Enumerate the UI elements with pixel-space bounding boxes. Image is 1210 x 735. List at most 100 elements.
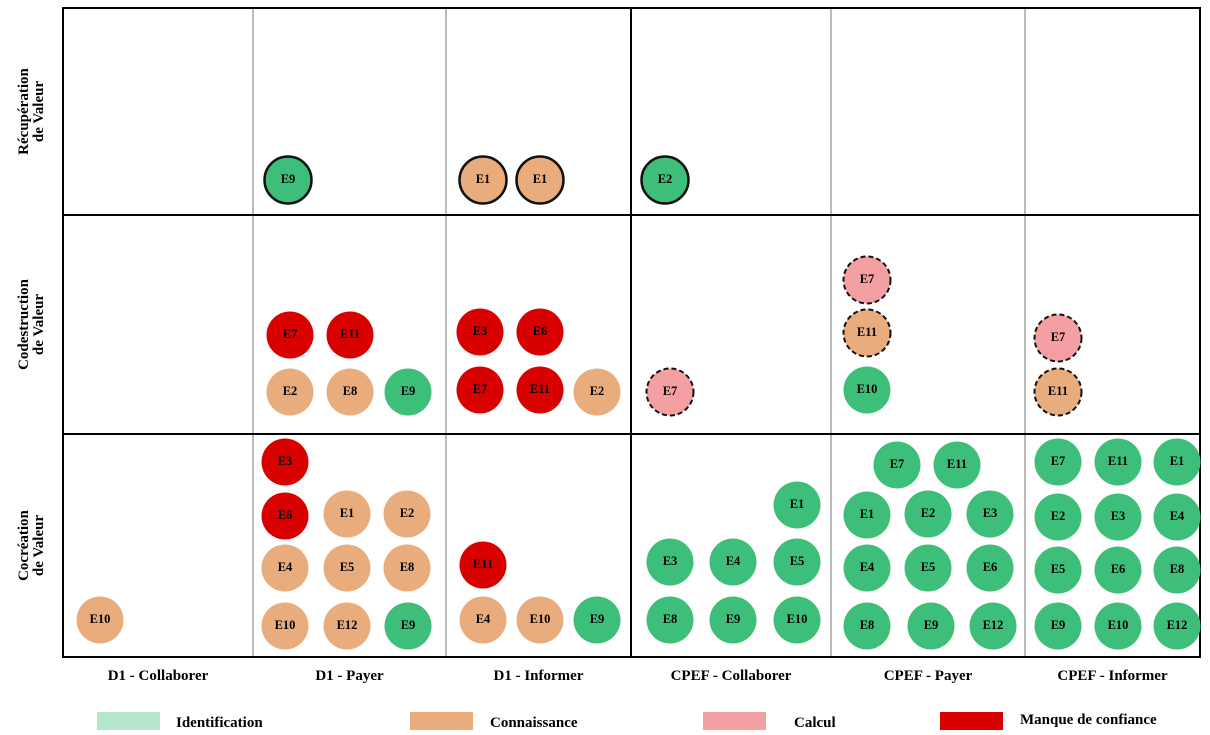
entity-label: E5 [790, 554, 805, 568]
legend-swatch [703, 712, 766, 730]
entity-circle [458, 155, 508, 205]
column-label: CPEF - Collaborer [671, 668, 792, 684]
entity-label: E2 [658, 172, 673, 186]
entity-circle [1094, 602, 1142, 650]
entity-label: E12 [337, 618, 358, 632]
entity-label: E7 [283, 327, 298, 341]
entity-circle [773, 481, 821, 529]
entity-label: E1 [340, 506, 355, 520]
entity-circle [76, 596, 124, 644]
entity-label: E3 [278, 454, 293, 468]
entity-label: E5 [921, 560, 936, 574]
entity-circle [456, 308, 504, 356]
entity-label: E3 [473, 324, 488, 338]
entity-circle [1034, 438, 1082, 486]
entity-circle [261, 544, 309, 592]
entity-label: E9 [590, 612, 605, 626]
entity-circle [456, 366, 504, 414]
entity-circle [969, 602, 1017, 650]
row-label: Récupérationde Valeur [16, 68, 47, 155]
entity-circle [843, 602, 891, 650]
row-label-line: de Valeur [31, 294, 47, 356]
entity-label: E2 [1051, 509, 1066, 523]
entity-circle [384, 368, 432, 416]
entity-circle [573, 596, 621, 644]
entity-circle [383, 544, 431, 592]
entity-circle [843, 491, 891, 539]
entity-label: E10 [275, 618, 296, 632]
legend: Identification Connaissance Calcul Manqu… [97, 712, 1157, 731]
entity-circle [1153, 438, 1201, 486]
legend-label: Identification [176, 715, 263, 731]
row-label-line: de Valeur [31, 81, 47, 143]
row-label-line: Cocréation [16, 509, 32, 580]
entity-circle [842, 255, 892, 305]
entity-circle [1034, 546, 1082, 594]
entity-label: E2 [283, 384, 298, 398]
entity-circle [1034, 493, 1082, 541]
entity-circle [843, 366, 891, 414]
entity-label: E4 [278, 560, 293, 574]
entity-label: E4 [726, 554, 741, 568]
legend-label: Connaissance [490, 715, 578, 731]
entity-label: E12 [983, 618, 1004, 632]
row-label: Cocréationde Valeur [16, 509, 47, 580]
entity-circle [966, 544, 1014, 592]
entity-label: E8 [400, 560, 415, 574]
column-label: CPEF - Informer [1057, 668, 1168, 684]
entity-circle [1153, 493, 1201, 541]
entity-label: E8 [860, 618, 875, 632]
entity-circle [459, 541, 507, 589]
column-label: D1 - Collaborer [108, 668, 209, 684]
entity-label: E11 [530, 382, 550, 396]
entity-label: E4 [476, 612, 491, 626]
entity-label: E11 [1048, 384, 1068, 398]
entity-circle [1034, 602, 1082, 650]
entity-label: E2 [921, 506, 936, 520]
entity-circle [904, 544, 952, 592]
entity-label: E9 [281, 172, 296, 186]
entity-circle [266, 368, 314, 416]
entity-circle [1094, 546, 1142, 594]
entity-label: E7 [1051, 330, 1066, 344]
entity-label: E1 [860, 507, 875, 521]
entity-label: E10 [90, 612, 111, 626]
entity-circle [326, 311, 374, 359]
entity-circle [383, 490, 431, 538]
entity-label: E6 [1111, 562, 1126, 576]
column-label: D1 - Informer [494, 668, 584, 684]
entity-label: E11 [473, 557, 493, 571]
column-label: CPEF - Payer [884, 668, 973, 684]
grid-frame [62, 7, 1201, 658]
entity-label: E8 [1170, 562, 1185, 576]
legend-label: Calcul [794, 715, 836, 731]
entity-label: E5 [340, 560, 355, 574]
entity-label: E8 [663, 612, 678, 626]
entity-label: E2 [400, 506, 415, 520]
entity-label: E11 [947, 457, 967, 471]
entity-label: E6 [533, 324, 548, 338]
row-label: Codestructionde Valeur [16, 278, 47, 369]
entity-circle [384, 602, 432, 650]
entity-circle [516, 308, 564, 356]
entity-label: E8 [343, 384, 358, 398]
entity-circle [709, 538, 757, 586]
entity-label: E3 [983, 506, 998, 520]
entity-label: E7 [473, 382, 488, 396]
entity-circle [646, 538, 694, 586]
entity-label: E4 [1170, 509, 1185, 523]
entity-circle [843, 544, 891, 592]
entity-label: E9 [924, 618, 939, 632]
legend-swatch [410, 712, 473, 730]
entity-label: E11 [857, 325, 877, 339]
row-label-line: Récupération [16, 68, 32, 155]
entity-label: E6 [278, 508, 293, 522]
legend-swatch [940, 712, 1003, 730]
entity-circle [873, 441, 921, 489]
entity-circle [261, 492, 309, 540]
entity-label: E7 [1051, 454, 1066, 468]
entity-label: E3 [1111, 509, 1126, 523]
entity-label: E9 [1051, 618, 1066, 632]
row-label-line: Codestruction [16, 278, 32, 369]
entity-circle [646, 596, 694, 644]
